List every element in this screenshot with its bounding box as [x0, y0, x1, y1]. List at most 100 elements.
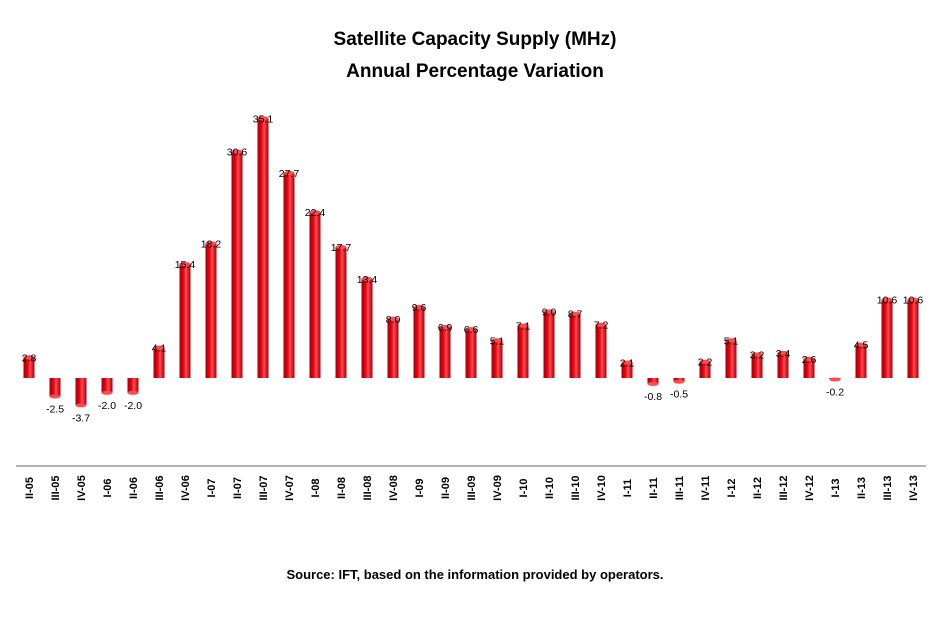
- value-label-II-13: 4.5: [854, 340, 869, 352]
- bar-cap-IV-10: [595, 322, 607, 327]
- value-label-III-11: -0.5: [670, 389, 688, 401]
- value-label-I-07: 18.2: [201, 238, 222, 250]
- value-label-II-10: 9.0: [542, 306, 557, 318]
- bar-cap-IV-12: [803, 356, 815, 361]
- tick-labels-layer: II-05 III-05 IV-05 I-06 II-06 III-06 IV-06 I-07…: [24, 475, 920, 501]
- tick-label-IV-12: IV-12: [804, 475, 816, 501]
- value-label-III-10: 8.7: [568, 309, 583, 321]
- tick-label-I-10: I-10: [518, 479, 530, 498]
- chart-title: Satellite Capacity Supply (MHz): [333, 29, 617, 50]
- bar-II-07: [231, 151, 243, 378]
- bar-III-05: [49, 378, 61, 397]
- bar-cap-II-11: [647, 381, 659, 386]
- bar-IV-05: [75, 378, 87, 406]
- bar-I-09: [413, 306, 425, 378]
- bar-cap-III-09: [465, 327, 477, 332]
- bar-IV-12: [803, 358, 815, 378]
- bar-cap-IV-08: [387, 316, 399, 321]
- bar-cap-I-09: [413, 304, 425, 309]
- value-label-II-05: 2.8: [22, 352, 37, 364]
- bar-III-10: [569, 313, 581, 378]
- value-label-II-09: 6.9: [438, 322, 453, 334]
- bar-cap-IV-05: [75, 403, 87, 408]
- value-label-II-08: 17.7: [331, 242, 352, 254]
- tick-label-I-09: I-09: [414, 479, 426, 498]
- tick-label-III-09: III-09: [466, 475, 478, 500]
- bar-cap-I-10: [517, 323, 529, 328]
- tick-label-I-12: I-12: [726, 479, 738, 498]
- bar-cap-III-11: [673, 379, 685, 384]
- bar-III-06: [153, 347, 165, 378]
- bar-II-05: [23, 357, 35, 378]
- value-label-IV-09: 5.1: [490, 335, 505, 347]
- bar-cap-I-12: [725, 338, 737, 343]
- bar-III-12: [777, 352, 789, 378]
- tick-label-I-11: I-11: [622, 479, 634, 497]
- source-note: Source: IFT, based on the information pr…: [286, 567, 664, 582]
- value-label-I-06: -2.0: [98, 400, 116, 412]
- tick-label-II-07: II-07: [232, 477, 244, 499]
- value-label-IV-08: 8.0: [386, 314, 401, 326]
- tick-label-III-12: III-12: [778, 475, 790, 500]
- bar-cap-III-06: [153, 345, 165, 350]
- bar-II-08: [335, 247, 347, 378]
- bar-II-10: [543, 311, 555, 378]
- tick-label-III-13: III-13: [882, 475, 894, 500]
- bar-II-09: [439, 326, 451, 378]
- bar-cap-IV-07: [283, 171, 295, 176]
- bar-cap-I-08: [309, 210, 321, 215]
- bar-cap-III-05: [49, 394, 61, 399]
- value-label-IV-07: 27.7: [279, 168, 300, 180]
- value-label-II-07: 30.6: [227, 147, 248, 159]
- bar-cap-I-11: [621, 360, 633, 365]
- tick-label-I-13: I-13: [830, 479, 842, 498]
- tick-label-III-06: III-06: [154, 475, 166, 500]
- value-label-III-13: 10.6: [877, 295, 898, 307]
- tick-label-II-11: II-11: [648, 477, 660, 498]
- bar-III-07: [257, 118, 269, 378]
- tick-label-IV-10: IV-10: [596, 475, 608, 501]
- chart-title-block: Satellite Capacity Supply (MHz) Annual P…: [0, 24, 950, 88]
- tick-label-III-11: III-11: [674, 476, 686, 500]
- bar-I-12: [725, 340, 737, 378]
- tick-label-IV-11: IV-11: [700, 475, 712, 500]
- bar-cap-III-08: [361, 276, 373, 281]
- value-label-II-11: -0.8: [644, 391, 662, 403]
- bar-II-06: [127, 378, 139, 393]
- tick-label-III-08: III-08: [362, 475, 374, 500]
- bar-cap-II-05: [23, 355, 35, 360]
- bar-cap-I-13: [829, 377, 841, 382]
- bar-IV-07: [283, 173, 295, 378]
- bar-I-08: [309, 212, 321, 378]
- bar-cap-III-12: [777, 350, 789, 355]
- bar-cap-IV-11: [699, 359, 711, 364]
- value-label-IV-06: 15.4: [175, 259, 196, 271]
- tick-label-II-05: II-05: [24, 477, 36, 499]
- tick-label-III-10: III-10: [570, 475, 582, 500]
- tick-label-II-10: II-10: [544, 477, 556, 499]
- value-label-IV-13: 10.6: [903, 295, 924, 307]
- bar-IV-08: [387, 318, 399, 378]
- value-label-IV-12: 2.6: [802, 354, 817, 366]
- value-label-I-12: 5.1: [724, 335, 739, 347]
- tick-label-II-13: II-13: [856, 477, 868, 499]
- bars-layer: [23, 116, 919, 408]
- value-label-II-12: 3.2: [750, 349, 765, 361]
- bar-I-10: [517, 325, 529, 378]
- bar-cap-IV-06: [179, 262, 191, 267]
- value-label-III-12: 3.4: [776, 348, 791, 360]
- tick-label-I-07: I-07: [206, 479, 218, 498]
- bar-I-11: [621, 362, 633, 378]
- bar-cap-IV-09: [491, 338, 503, 343]
- bar-cap-II-06: [127, 390, 139, 395]
- tick-label-II-08: II-08: [336, 477, 348, 499]
- value-label-I-11: 2.1: [620, 357, 635, 369]
- value-label-I-10: 7.1: [516, 320, 531, 332]
- tick-label-IV-06: IV-06: [180, 475, 192, 501]
- bar-cap-II-09: [439, 324, 451, 329]
- value-label-III-09: 6.6: [464, 324, 479, 336]
- tick-label-IV-07: IV-07: [284, 475, 296, 501]
- bar-I-06: [101, 378, 113, 393]
- bar-III-09: [465, 329, 477, 378]
